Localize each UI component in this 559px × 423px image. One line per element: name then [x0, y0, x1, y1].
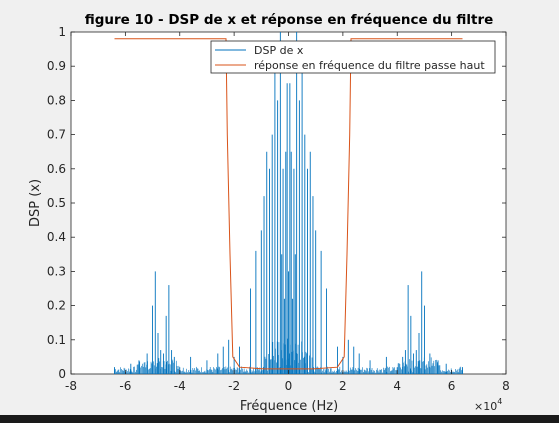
- x-axis-exponent-power: 4: [497, 397, 502, 406]
- y-tick-label: 0.6: [47, 162, 66, 176]
- y-axis-ticks: 0 0.1 0.2 0.3 0.4 0.5 0.6 0.7 0.8 0.9 1: [47, 25, 506, 381]
- x-axis-exponent-base: ×10: [474, 400, 497, 413]
- x-tick-label: 0: [285, 379, 293, 393]
- legend-label-dsp: DSP de x: [254, 44, 304, 57]
- filter-response-line: [114, 38, 463, 370]
- x-axis-exponent: ×104: [474, 397, 502, 413]
- y-tick-label: 0.2: [47, 299, 66, 313]
- x-axis-ticks: -8 -6 -4 -2 0 2 4 6 8: [65, 32, 510, 393]
- y-tick-label: 0.7: [47, 128, 66, 142]
- x-tick-label: 8: [502, 379, 510, 393]
- y-tick-label: 0.1: [47, 333, 66, 347]
- x-tick-label: -8: [65, 379, 77, 393]
- y-tick-label: 0: [58, 367, 66, 381]
- x-axis-label: Fréquence (Hz): [240, 399, 338, 414]
- legend-box: [210, 40, 496, 74]
- y-tick-label: 0.4: [47, 230, 66, 244]
- window-bottom-bar: [0, 415, 559, 423]
- x-tick-label: 4: [393, 379, 401, 393]
- y-tick-label: 0.9: [47, 59, 66, 73]
- x-tick-label: -4: [174, 379, 186, 393]
- y-tick-label: 1: [58, 25, 66, 39]
- legend: DSP de x réponse en fréquence du filtre …: [210, 40, 496, 74]
- y-tick-label: 0.3: [47, 264, 66, 278]
- y-tick-label: 0.5: [47, 196, 66, 210]
- legend-label-filtre: réponse en fréquence du filtre passe hau…: [254, 59, 485, 72]
- x-tick-label: 2: [339, 379, 347, 393]
- chart-title: figure 10 - DSP de x et réponse en fréqu…: [85, 12, 494, 28]
- series-layer: [114, 32, 463, 374]
- x-tick-label: 6: [448, 379, 456, 393]
- x-tick-label: -2: [228, 379, 240, 393]
- x-tick-label: -6: [119, 379, 131, 393]
- y-axis-label: DSP (x): [28, 179, 43, 227]
- y-tick-label: 0.8: [47, 93, 66, 107]
